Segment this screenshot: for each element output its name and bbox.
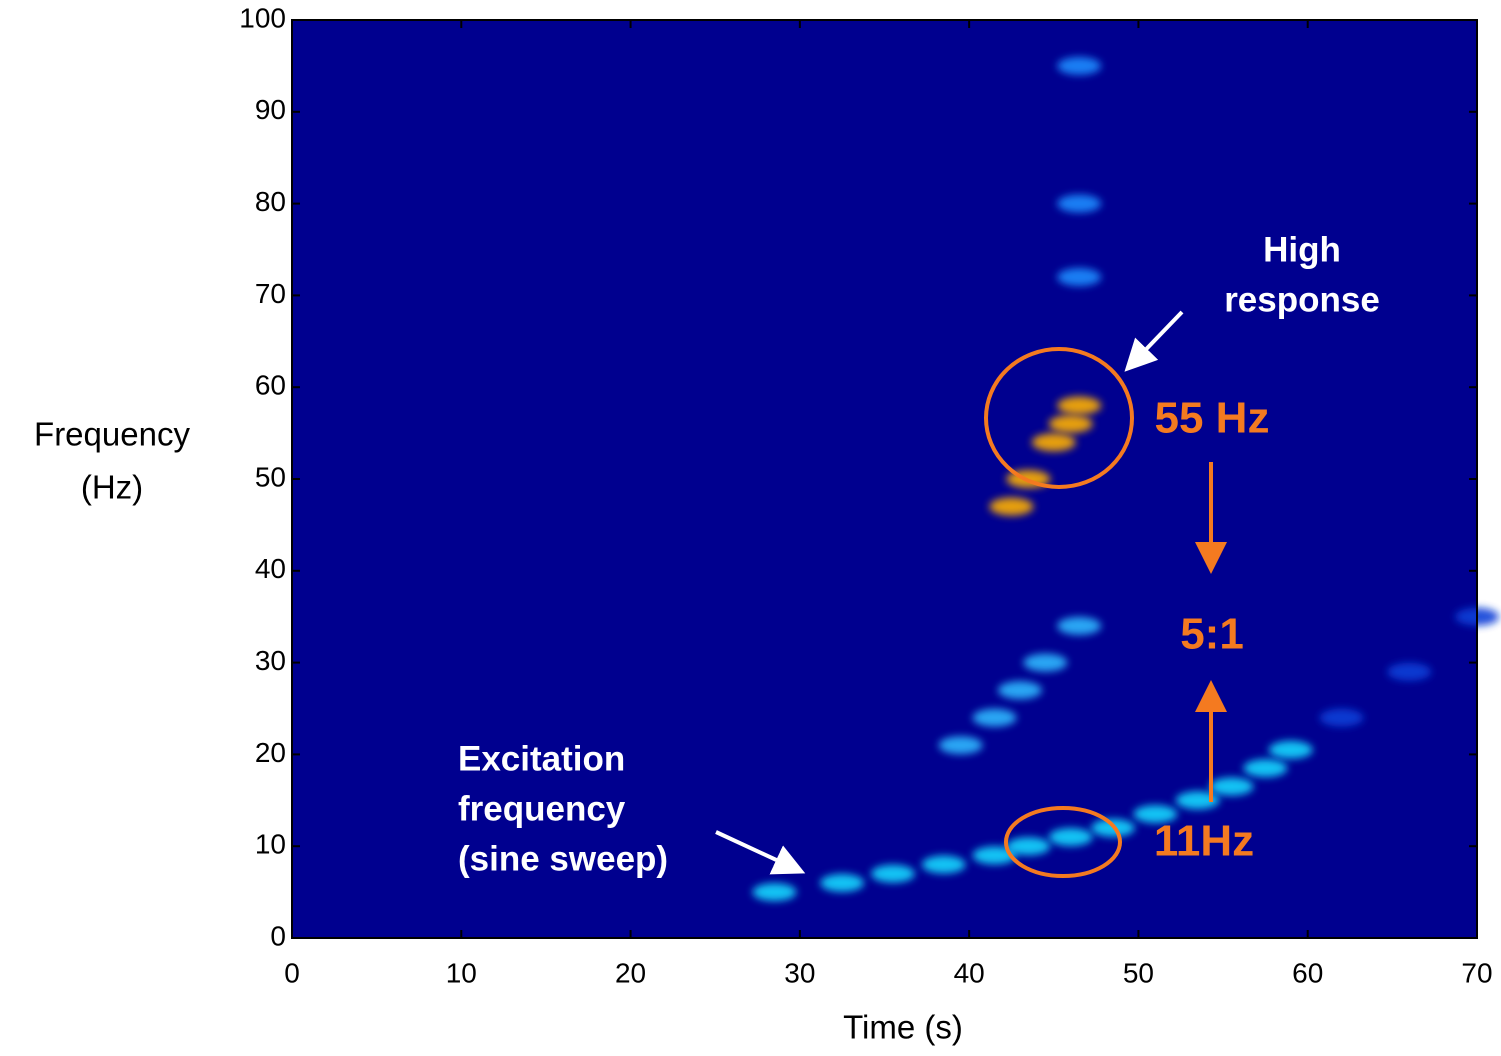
- plot-area: [292, 20, 1477, 938]
- spectral-peak: [1048, 414, 1093, 433]
- highlight-ellipse: [984, 347, 1134, 489]
- annotation: (sine sweep): [458, 839, 668, 878]
- spectral-peak: [1319, 708, 1364, 727]
- y-tick-label: 30: [255, 645, 286, 676]
- x-tick-label: 0: [284, 957, 300, 988]
- spectral-peak: [921, 855, 966, 874]
- spectral-peak: [1243, 759, 1288, 778]
- spectral-peak: [1057, 396, 1102, 415]
- spectral-peak: [1057, 56, 1102, 75]
- arrow: [715, 830, 806, 875]
- spectral-peak: [1268, 740, 1313, 759]
- highlight-ellipse: [1004, 806, 1122, 878]
- y-tick-label: 0: [270, 920, 286, 951]
- annotation: response: [1224, 280, 1380, 319]
- spectral-peak: [1133, 805, 1178, 824]
- spectral-peak: [972, 708, 1017, 727]
- annotation: frequency: [458, 789, 626, 828]
- spectral-peak: [1031, 433, 1076, 452]
- y-tick-label: 20: [255, 737, 286, 768]
- y-tick-label: 80: [255, 186, 286, 217]
- x-axis-label: Time (s): [843, 1009, 963, 1046]
- spectral-peak: [752, 883, 797, 902]
- y-axis-label: Frequency: [34, 416, 190, 453]
- x-tick-label: 70: [1461, 957, 1492, 988]
- spectral-peak: [1209, 777, 1254, 796]
- spectral-peak: [1057, 268, 1102, 287]
- spectral-peak: [1057, 194, 1102, 213]
- spectral-peak: [1387, 662, 1432, 681]
- y-tick-label: 40: [255, 553, 286, 584]
- spectral-peak: [1006, 837, 1051, 856]
- annotation: 11Hz: [1154, 817, 1254, 866]
- y-tick-label: 10: [255, 829, 286, 860]
- spectral-peak: [1175, 791, 1220, 810]
- annotation: High: [1263, 230, 1341, 269]
- spectral-peak: [1048, 828, 1093, 847]
- y-tick-label: 100: [239, 2, 286, 33]
- x-tick-label: 20: [615, 957, 646, 988]
- y-tick-label: 90: [255, 94, 286, 125]
- spectral-peak: [820, 873, 865, 892]
- spectral-peak: [989, 497, 1034, 516]
- y-axis-label: (Hz): [81, 469, 143, 506]
- x-tick-label: 10: [446, 957, 477, 988]
- spectral-peak: [1023, 653, 1068, 672]
- annotation: 55 Hz: [1155, 394, 1270, 443]
- spectral-peak: [972, 846, 1017, 865]
- y-tick-label: 70: [255, 278, 286, 309]
- arrow: [1124, 310, 1184, 372]
- x-tick-label: 30: [784, 957, 815, 988]
- x-tick-label: 40: [954, 957, 985, 988]
- y-tick-label: 60: [255, 370, 286, 401]
- spectral-peak: [870, 864, 915, 883]
- spectral-peak: [997, 681, 1042, 700]
- axes-frame: [291, 19, 1478, 939]
- x-tick-label: 60: [1292, 957, 1323, 988]
- spectral-peak: [938, 736, 983, 755]
- spectral-peak: [1057, 616, 1102, 635]
- x-tick-label: 50: [1123, 957, 1154, 988]
- annotation: Excitation: [458, 739, 625, 778]
- annotation: 5:1: [1180, 610, 1244, 659]
- y-tick-label: 50: [255, 461, 286, 492]
